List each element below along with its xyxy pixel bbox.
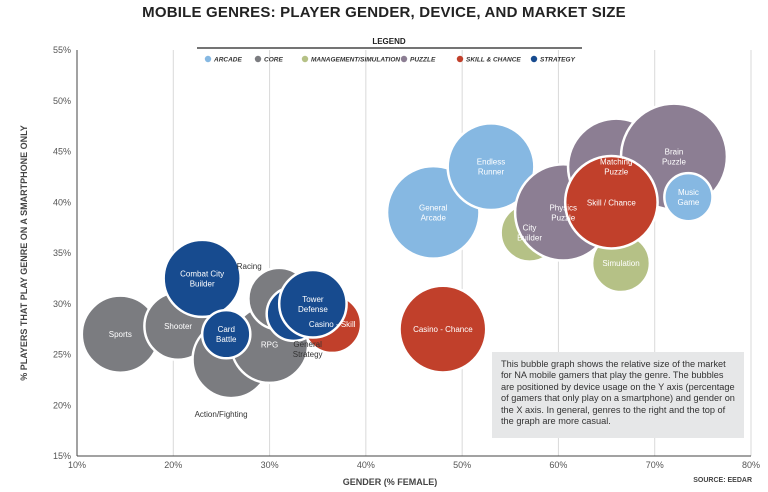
legend-item: ARCADE: [213, 57, 242, 64]
bubble-label-brain-puzzle: Brain Puzzle: [662, 148, 687, 167]
y-tick-label: 15%: [53, 451, 71, 461]
legend-item: STRATEGY: [540, 57, 576, 64]
bubble-label-casino-chance: Casino - Chance: [413, 325, 473, 334]
legend-item: PUZZLE: [410, 57, 436, 64]
x-tick-label: 10%: [68, 460, 86, 470]
x-tick-label: 60%: [549, 460, 567, 470]
y-tick-label: 55%: [53, 45, 71, 55]
legend-item: SKILL & CHANCE: [466, 57, 521, 64]
x-tick-label: 70%: [646, 460, 664, 470]
bubble-label-skill-chance: Skill / Chance: [587, 198, 636, 207]
y-tick-label: 40%: [53, 197, 71, 207]
y-tick-label: 20%: [53, 400, 71, 410]
bubble-label-racing: Racing: [237, 262, 262, 271]
bubble-skill-chance: [563, 154, 659, 250]
x-tick-label: 50%: [453, 460, 471, 470]
bubble-label-general-strategy: General Strategy: [293, 340, 323, 359]
legend-swatch: [530, 55, 538, 63]
bubble-labels: Sports Shooter Action/Fighting RPG Racing Cas…: [109, 148, 700, 420]
bubble-label-rpg: RPG: [261, 340, 278, 349]
legend: LEGEND ARCADE CORE MANAGEMENT/SIMULATION PUZ…: [197, 37, 582, 64]
y-tick-label: 30%: [53, 299, 71, 309]
bubble-music-game: [663, 171, 714, 223]
legend-item: CORE: [264, 57, 283, 64]
bubble-tower-defense: [277, 268, 348, 339]
bubble-casino-chance: [398, 284, 488, 374]
bubble-label-simulation: Simulation: [602, 259, 639, 268]
explanation-box: This bubble graph shows the relative siz…: [492, 352, 744, 438]
chart-title: MOBILE GENRES: PLAYER GENDER, DEVICE, AN…: [142, 4, 626, 21]
y-tick-label: 35%: [53, 248, 71, 258]
bubble-label-combat-city-builder: Combat City Builder: [180, 269, 224, 288]
bubble-label-shooter: Shooter: [164, 322, 192, 331]
bubble-label-music-game: Music Game: [678, 188, 700, 207]
x-tick-label: 30%: [261, 460, 279, 470]
legend-swatch: [456, 55, 464, 63]
bubble-card-battle: [200, 308, 252, 360]
legend-swatch: [400, 55, 408, 63]
bubble-combat-city-builder: [162, 238, 242, 319]
bubble-label-city-builder: City Builder: [517, 224, 542, 243]
bubble-label-sports: Sports: [109, 330, 132, 339]
x-axis-title: GENDER (% FEMALE): [343, 477, 438, 487]
y-tick-label: 45%: [53, 147, 71, 157]
bubble-label-matching-puzzle: Matching Puzzle: [600, 158, 632, 177]
bubble-label-casino-skill: Casino - Skill: [309, 320, 356, 329]
y-tick-label: 25%: [53, 350, 71, 360]
bubbles: [80, 102, 729, 400]
legend-title: LEGEND: [372, 37, 406, 46]
x-tick-label: 20%: [164, 460, 182, 470]
bubble-label-physics-puzzle: Physics Puzzle: [549, 203, 577, 222]
bubble-label-card-battle: Card Battle: [216, 325, 237, 344]
bubble-label-action-fighting: Action/Fighting: [195, 410, 248, 419]
legend-swatch: [301, 55, 309, 63]
bubble-endless-runner: [446, 122, 536, 212]
bubble-label-general-arcade: General Arcade: [419, 203, 448, 222]
x-tick-label: 80%: [742, 460, 760, 470]
legend-swatch: [204, 55, 212, 63]
source-note: SOURCE: EEDAR: [693, 477, 752, 484]
axes: 10% 20% 30% 40% 50% 60% 70% 80% 15% 20% 25% 30% 35% 4…: [53, 45, 760, 470]
x-tick-label: 40%: [357, 460, 375, 470]
legend-swatch: [254, 55, 262, 63]
bubble-label-endless-runner: Endless Runner: [477, 158, 505, 177]
bubble-label-tower-defense: Tower Defense: [298, 295, 328, 314]
y-axis-title: % PLAYERS THAT PLAY GENRE ON A SMARTPHON…: [19, 125, 29, 381]
y-tick-label: 50%: [53, 96, 71, 106]
legend-item: MANAGEMENT/SIMULATION: [311, 57, 400, 64]
